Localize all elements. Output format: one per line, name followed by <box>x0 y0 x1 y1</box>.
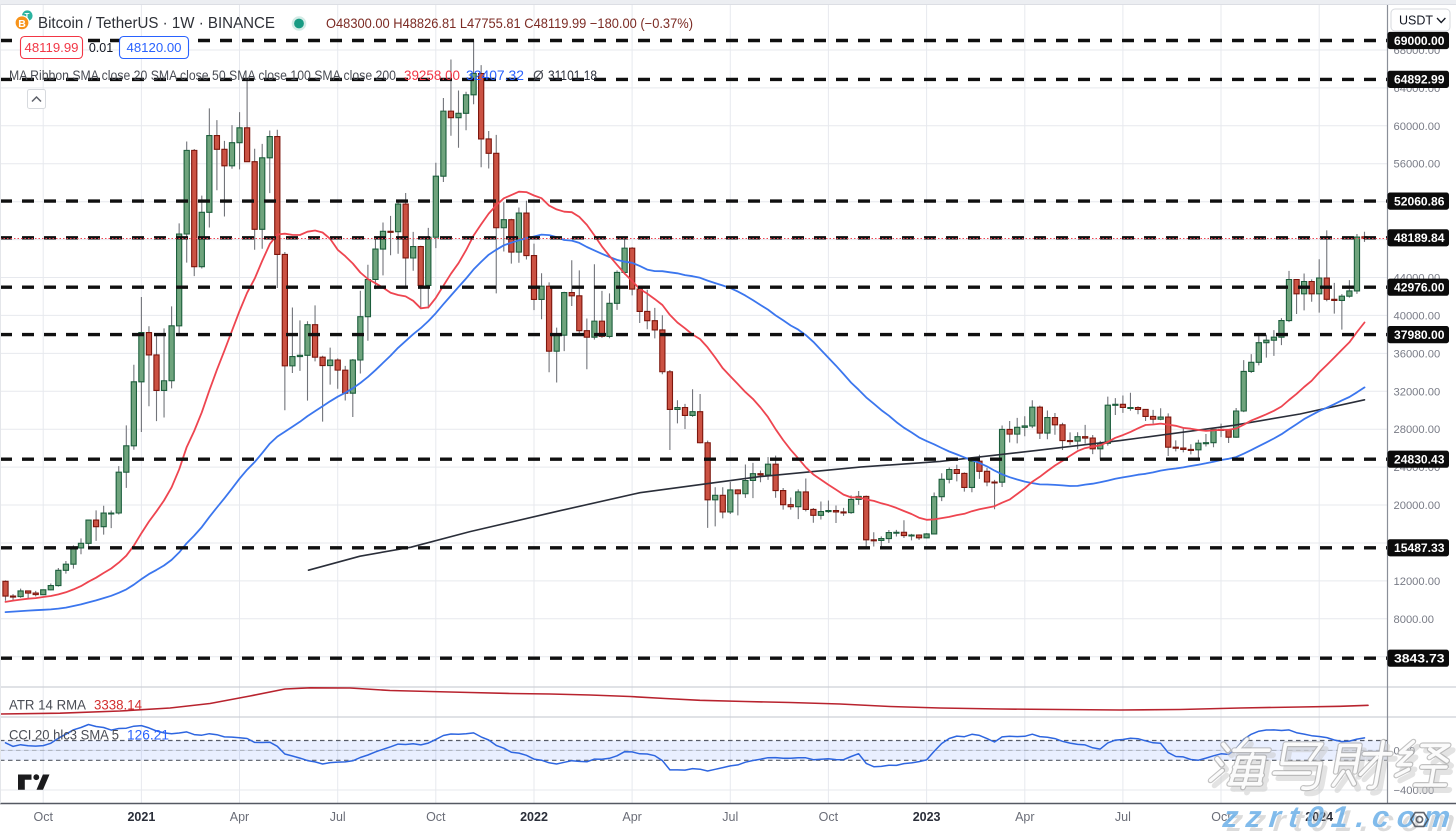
svg-text:42976.00: 42976.00 <box>1394 282 1445 295</box>
svg-text:36000.00: 36000.00 <box>1394 348 1441 360</box>
svg-text:Oct: Oct <box>426 810 446 824</box>
svg-text:MA Ribbon SMA close 20 SMA clo: MA Ribbon SMA close 20 SMA close 50 SMA … <box>9 68 396 83</box>
svg-text:48189.84: 48189.84 <box>1394 232 1445 245</box>
svg-text:64892.99: 64892.99 <box>1394 74 1445 87</box>
svg-text:69000.00: 69000.00 <box>1394 35 1445 48</box>
svg-text:B: B <box>18 18 26 30</box>
svg-text:Apr: Apr <box>1015 810 1034 824</box>
svg-text:Apr: Apr <box>230 810 249 824</box>
svg-text:15487.33: 15487.33 <box>1394 542 1445 555</box>
svg-text:2022: 2022 <box>520 810 548 824</box>
svg-text:Bitcoin / TetherUS · 1W · BINA: Bitcoin / TetherUS · 1W · BINANCE <box>38 15 275 32</box>
svg-text:32407.32: 32407.32 <box>466 68 524 83</box>
svg-text:T: T <box>25 12 30 21</box>
svg-text:12000.00: 12000.00 <box>1394 576 1441 588</box>
svg-text:Oct: Oct <box>819 810 839 824</box>
svg-text:8000.00: 8000.00 <box>1394 614 1434 626</box>
svg-text:Jul: Jul <box>330 810 346 824</box>
svg-text:CCI 20 hlc3 SMA 5: CCI 20 hlc3 SMA 5 <box>9 728 119 743</box>
svg-text:52060.86: 52060.86 <box>1394 195 1445 208</box>
svg-text:32000.00: 32000.00 <box>1394 386 1441 398</box>
svg-text:60000.00: 60000.00 <box>1394 121 1441 133</box>
svg-text:Jul: Jul <box>1115 810 1131 824</box>
svg-text:48120.00: 48120.00 <box>126 40 181 55</box>
svg-text:ATR 14 RMA: ATR 14 RMA <box>9 698 87 713</box>
svg-text:48119.99: 48119.99 <box>24 40 78 55</box>
svg-text:2021: 2021 <box>127 810 155 824</box>
svg-text:56000.00: 56000.00 <box>1394 159 1441 171</box>
svg-text:2024: 2024 <box>1305 810 1333 824</box>
svg-text:2023: 2023 <box>913 810 941 824</box>
svg-text:28000.00: 28000.00 <box>1394 424 1441 436</box>
svg-text:3338.14: 3338.14 <box>94 698 142 713</box>
svg-text:31101.18: 31101.18 <box>548 68 597 83</box>
svg-text:0.01: 0.01 <box>89 41 113 55</box>
svg-text:126.21: 126.21 <box>127 728 169 743</box>
svg-text:USDT: USDT <box>1399 14 1433 28</box>
svg-text:20000.00: 20000.00 <box>1394 500 1441 512</box>
svg-text:37980.00: 37980.00 <box>1394 329 1445 342</box>
svg-text:Ø: Ø <box>533 68 544 83</box>
svg-text:Oct: Oct <box>1211 810 1231 824</box>
svg-text:3843.73: 3843.73 <box>1394 653 1445 666</box>
svg-text:Jul: Jul <box>722 810 738 824</box>
svg-text:39258.00: 39258.00 <box>404 68 460 83</box>
svg-text:Apr: Apr <box>622 810 641 824</box>
svg-text:40000.00: 40000.00 <box>1394 310 1441 322</box>
svg-text:O48300.00 H48826.81 L47755.81: O48300.00 H48826.81 L47755.81 C48119.99 … <box>326 16 693 31</box>
svg-text:Oct: Oct <box>33 810 53 824</box>
svg-text:zzrt01.com: zzrt01.com <box>1225 805 1456 833</box>
svg-text:24830.43: 24830.43 <box>1394 454 1445 467</box>
